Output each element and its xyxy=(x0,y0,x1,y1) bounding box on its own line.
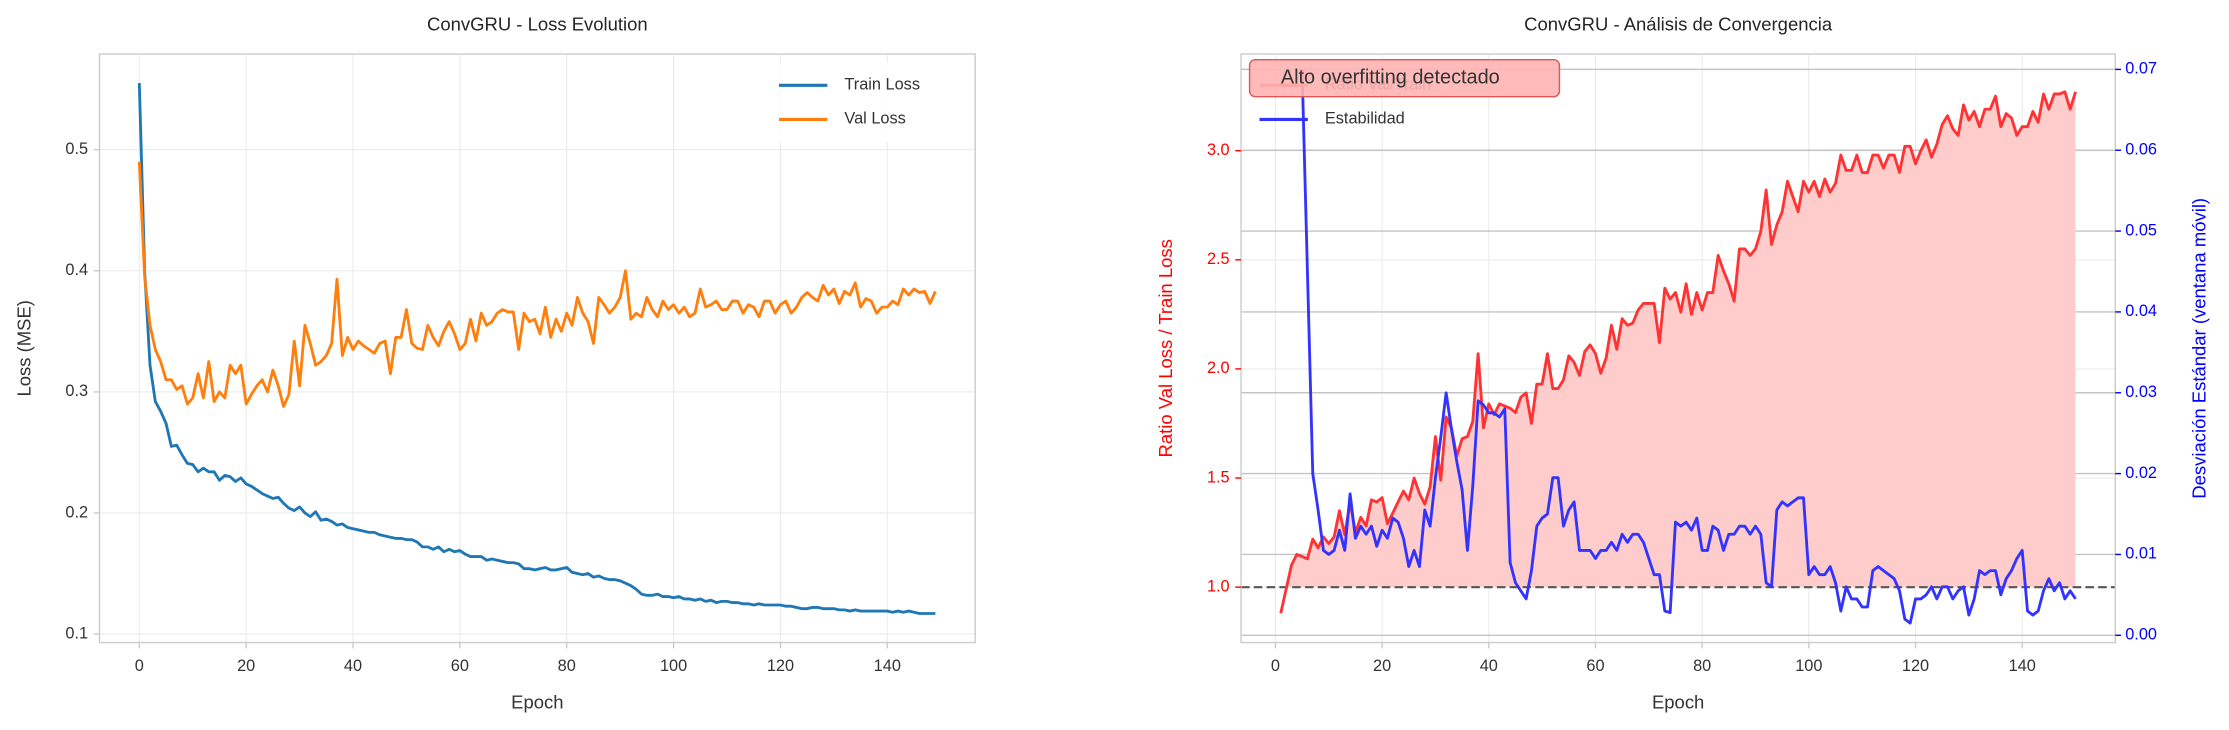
x-tick-label: 80 xyxy=(1693,657,1711,675)
x-tick-label: 60 xyxy=(1586,657,1604,675)
chart-title: ConvGRU - Análisis de Convergencia xyxy=(1524,13,1833,34)
y-tick-label: 0.2 xyxy=(65,503,88,521)
line xyxy=(1300,69,2077,625)
x-tick-label: 140 xyxy=(2009,657,2036,675)
annotation: Alto overfitting detectado xyxy=(1281,66,1500,88)
y-tick-label: 1.0 xyxy=(1207,577,1230,595)
x-axis-label: Epoch xyxy=(511,692,563,713)
y2-tick-label: 0.04 xyxy=(2125,302,2157,320)
line xyxy=(137,161,937,408)
x-tick-label: 60 xyxy=(451,657,469,675)
line xyxy=(1279,90,2077,614)
y2-tick-label: 0.03 xyxy=(2125,383,2157,401)
y-tick-label: 2.0 xyxy=(1207,359,1230,377)
plot-frame xyxy=(98,53,976,644)
y-tick-label: 0.3 xyxy=(65,382,88,400)
annotation-box xyxy=(1248,59,1561,98)
area-group xyxy=(1280,91,2076,588)
chart-title: ConvGRU - Loss Evolution xyxy=(427,13,648,34)
x-tick-label: 80 xyxy=(558,657,576,675)
x-tick-label: 120 xyxy=(767,657,794,675)
legend-label: Estabilidad xyxy=(1325,110,1405,128)
x-tick-label: 140 xyxy=(874,657,901,675)
y2-tick-label: 0.00 xyxy=(2125,626,2157,644)
x-tick-label: 40 xyxy=(1480,657,1498,675)
y2-axis-label: Desviación Estándar (ventana móvil) xyxy=(2188,198,2209,499)
x-tick-label: 0 xyxy=(1271,657,1280,675)
y-axis-label: Loss (MSE) xyxy=(13,300,34,396)
plot-frame xyxy=(1240,53,2116,644)
y-tick-label: 2.5 xyxy=(1207,250,1230,268)
legend-label: Train Loss xyxy=(844,76,920,94)
y2-tick-label: 0.06 xyxy=(2125,141,2157,159)
y2-tick-label: 0.02 xyxy=(2125,464,2157,482)
x-tick-label: 100 xyxy=(1795,657,1822,675)
y-axis-label: Ratio Val Loss / Train Loss xyxy=(1155,239,1176,457)
y2-tick-label: 0.05 xyxy=(2125,221,2157,239)
y-tick-label: 3.0 xyxy=(1207,141,1230,159)
y-tick-label: 0.1 xyxy=(65,624,88,642)
legend-label: Val Loss xyxy=(844,110,905,128)
x-tick-label: 120 xyxy=(1902,657,1929,675)
lines xyxy=(1279,69,2077,625)
x-tick-label: 40 xyxy=(344,657,362,675)
y2-tick-label: 0.07 xyxy=(2125,60,2157,78)
line xyxy=(137,83,936,615)
y-tick-label: 1.5 xyxy=(1207,468,1230,486)
x-tick-label: 0 xyxy=(135,657,144,675)
x-tick-label: 20 xyxy=(237,657,255,675)
lines xyxy=(137,83,937,615)
y2-tick-label: 0.01 xyxy=(2125,545,2157,563)
area-fill xyxy=(1280,91,2076,588)
x-tick-label: 20 xyxy=(1373,657,1391,675)
x-axis-label: Epoch xyxy=(1652,692,1704,713)
x-tick-label: 100 xyxy=(660,657,687,675)
y-tick-label: 0.4 xyxy=(65,261,88,279)
y-tick-label: 0.5 xyxy=(65,140,88,158)
legend-box xyxy=(767,62,967,143)
